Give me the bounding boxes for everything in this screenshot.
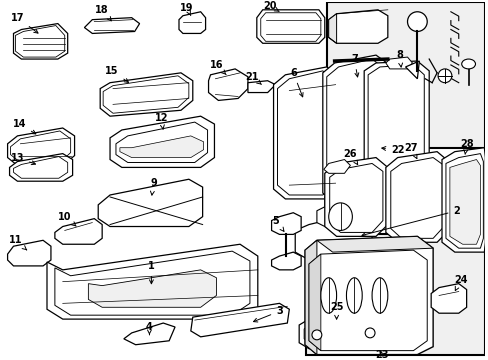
Text: 11: 11 <box>9 235 27 250</box>
Polygon shape <box>316 199 360 229</box>
Polygon shape <box>304 317 372 345</box>
Text: 10: 10 <box>58 212 76 226</box>
Polygon shape <box>47 244 257 319</box>
Text: 27: 27 <box>404 143 417 159</box>
Text: 19: 19 <box>180 3 193 15</box>
Polygon shape <box>328 14 336 43</box>
Text: 6: 6 <box>289 68 303 97</box>
Polygon shape <box>328 10 387 43</box>
Polygon shape <box>8 128 75 166</box>
Text: 15: 15 <box>105 66 128 82</box>
Bar <box>326 2 485 148</box>
Polygon shape <box>271 213 301 234</box>
Polygon shape <box>271 252 301 270</box>
Polygon shape <box>256 10 324 43</box>
Text: 14: 14 <box>13 119 36 134</box>
Polygon shape <box>324 158 387 237</box>
Polygon shape <box>88 270 216 307</box>
Text: 20: 20 <box>263 1 279 12</box>
Text: 23: 23 <box>374 350 388 360</box>
Ellipse shape <box>407 12 427 31</box>
Polygon shape <box>405 61 419 79</box>
Text: 1: 1 <box>148 261 155 284</box>
Polygon shape <box>277 71 335 195</box>
Text: 22: 22 <box>381 145 404 155</box>
Polygon shape <box>16 26 64 57</box>
Polygon shape <box>305 237 432 355</box>
Polygon shape <box>326 59 384 199</box>
Polygon shape <box>247 81 275 93</box>
Polygon shape <box>329 163 382 233</box>
Polygon shape <box>308 250 427 351</box>
Polygon shape <box>367 65 424 203</box>
Text: 2: 2 <box>361 206 459 236</box>
Polygon shape <box>11 131 70 162</box>
Ellipse shape <box>346 278 362 313</box>
Text: 13: 13 <box>11 153 36 165</box>
Ellipse shape <box>328 203 352 230</box>
Text: 26: 26 <box>343 149 357 165</box>
Polygon shape <box>445 154 482 248</box>
Polygon shape <box>100 73 192 116</box>
Polygon shape <box>364 61 428 207</box>
Text: 5: 5 <box>272 216 284 231</box>
Text: 24: 24 <box>453 275 467 291</box>
Text: 28: 28 <box>459 139 472 154</box>
Polygon shape <box>98 179 202 226</box>
Polygon shape <box>55 219 102 244</box>
Text: 7: 7 <box>350 54 358 77</box>
Polygon shape <box>10 154 72 181</box>
Text: 17: 17 <box>11 13 38 33</box>
Polygon shape <box>390 158 443 238</box>
Polygon shape <box>273 67 340 199</box>
Polygon shape <box>430 284 466 313</box>
Polygon shape <box>116 122 207 162</box>
Polygon shape <box>323 159 350 173</box>
Text: 12: 12 <box>154 113 168 129</box>
Polygon shape <box>385 57 411 69</box>
Text: 18: 18 <box>95 5 111 21</box>
Polygon shape <box>8 240 51 266</box>
Polygon shape <box>316 237 432 252</box>
Polygon shape <box>55 251 249 315</box>
Text: 21: 21 <box>244 72 261 85</box>
Polygon shape <box>123 323 175 345</box>
Polygon shape <box>308 254 320 351</box>
Polygon shape <box>84 18 139 33</box>
Polygon shape <box>385 152 448 242</box>
Polygon shape <box>305 240 316 355</box>
Polygon shape <box>295 213 371 260</box>
Polygon shape <box>208 69 247 100</box>
Polygon shape <box>322 55 389 203</box>
Text: 9: 9 <box>150 178 157 195</box>
Ellipse shape <box>461 59 474 69</box>
Polygon shape <box>190 303 289 337</box>
Polygon shape <box>441 148 485 252</box>
Text: 8: 8 <box>395 50 402 67</box>
Ellipse shape <box>437 69 451 83</box>
Text: 3: 3 <box>253 306 282 322</box>
Polygon shape <box>324 185 358 213</box>
Text: 16: 16 <box>209 60 226 75</box>
Bar <box>305 234 485 355</box>
Ellipse shape <box>311 330 321 340</box>
Ellipse shape <box>371 278 387 313</box>
Polygon shape <box>120 136 203 158</box>
Text: 25: 25 <box>329 302 343 319</box>
Polygon shape <box>449 159 479 244</box>
Ellipse shape <box>320 278 336 313</box>
Ellipse shape <box>365 328 374 338</box>
Polygon shape <box>260 13 320 41</box>
Polygon shape <box>110 116 214 167</box>
Text: 4: 4 <box>146 322 153 335</box>
Polygon shape <box>369 177 383 191</box>
Polygon shape <box>299 313 377 348</box>
Polygon shape <box>14 157 67 178</box>
Polygon shape <box>103 76 188 113</box>
Polygon shape <box>14 24 67 59</box>
Polygon shape <box>179 12 205 33</box>
